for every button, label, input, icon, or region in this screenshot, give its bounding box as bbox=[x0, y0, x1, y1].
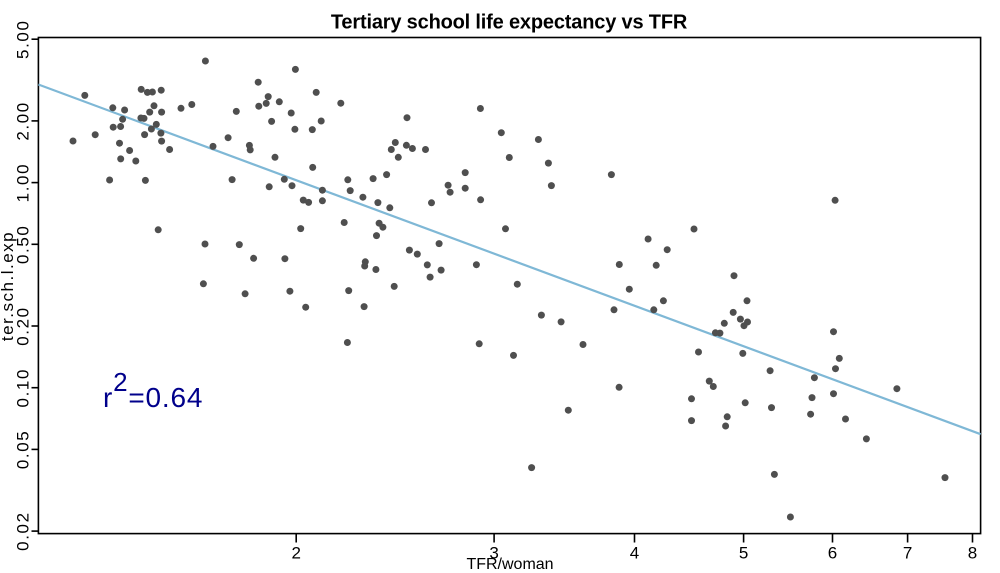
svg-text:8: 8 bbox=[968, 544, 977, 563]
svg-text:Tertiary school life expectanc: Tertiary school life expectancy vs TFR bbox=[331, 12, 688, 34]
svg-text:4: 4 bbox=[630, 544, 639, 563]
svg-text:3: 3 bbox=[489, 544, 498, 563]
svg-text:0.20: 0.20 bbox=[14, 306, 33, 346]
svg-text:0.50: 0.50 bbox=[14, 225, 33, 264]
svg-text:7: 7 bbox=[903, 544, 912, 563]
svg-text:1.00: 1.00 bbox=[14, 163, 33, 203]
svg-text:ter.sch.l.exp: ter.sch.l.exp bbox=[0, 231, 17, 341]
svg-text:2: 2 bbox=[291, 544, 300, 563]
svg-text:TFR/woman: TFR/woman bbox=[466, 556, 553, 573]
svg-text:5: 5 bbox=[739, 544, 748, 563]
svg-text:6: 6 bbox=[828, 544, 837, 563]
svg-text:0.10: 0.10 bbox=[14, 368, 33, 408]
svg-text:5.00: 5.00 bbox=[14, 19, 33, 59]
svg-text:0.05: 0.05 bbox=[14, 430, 33, 470]
svg-text:0.02: 0.02 bbox=[14, 511, 33, 551]
svg-text:2.00: 2.00 bbox=[14, 101, 33, 140]
